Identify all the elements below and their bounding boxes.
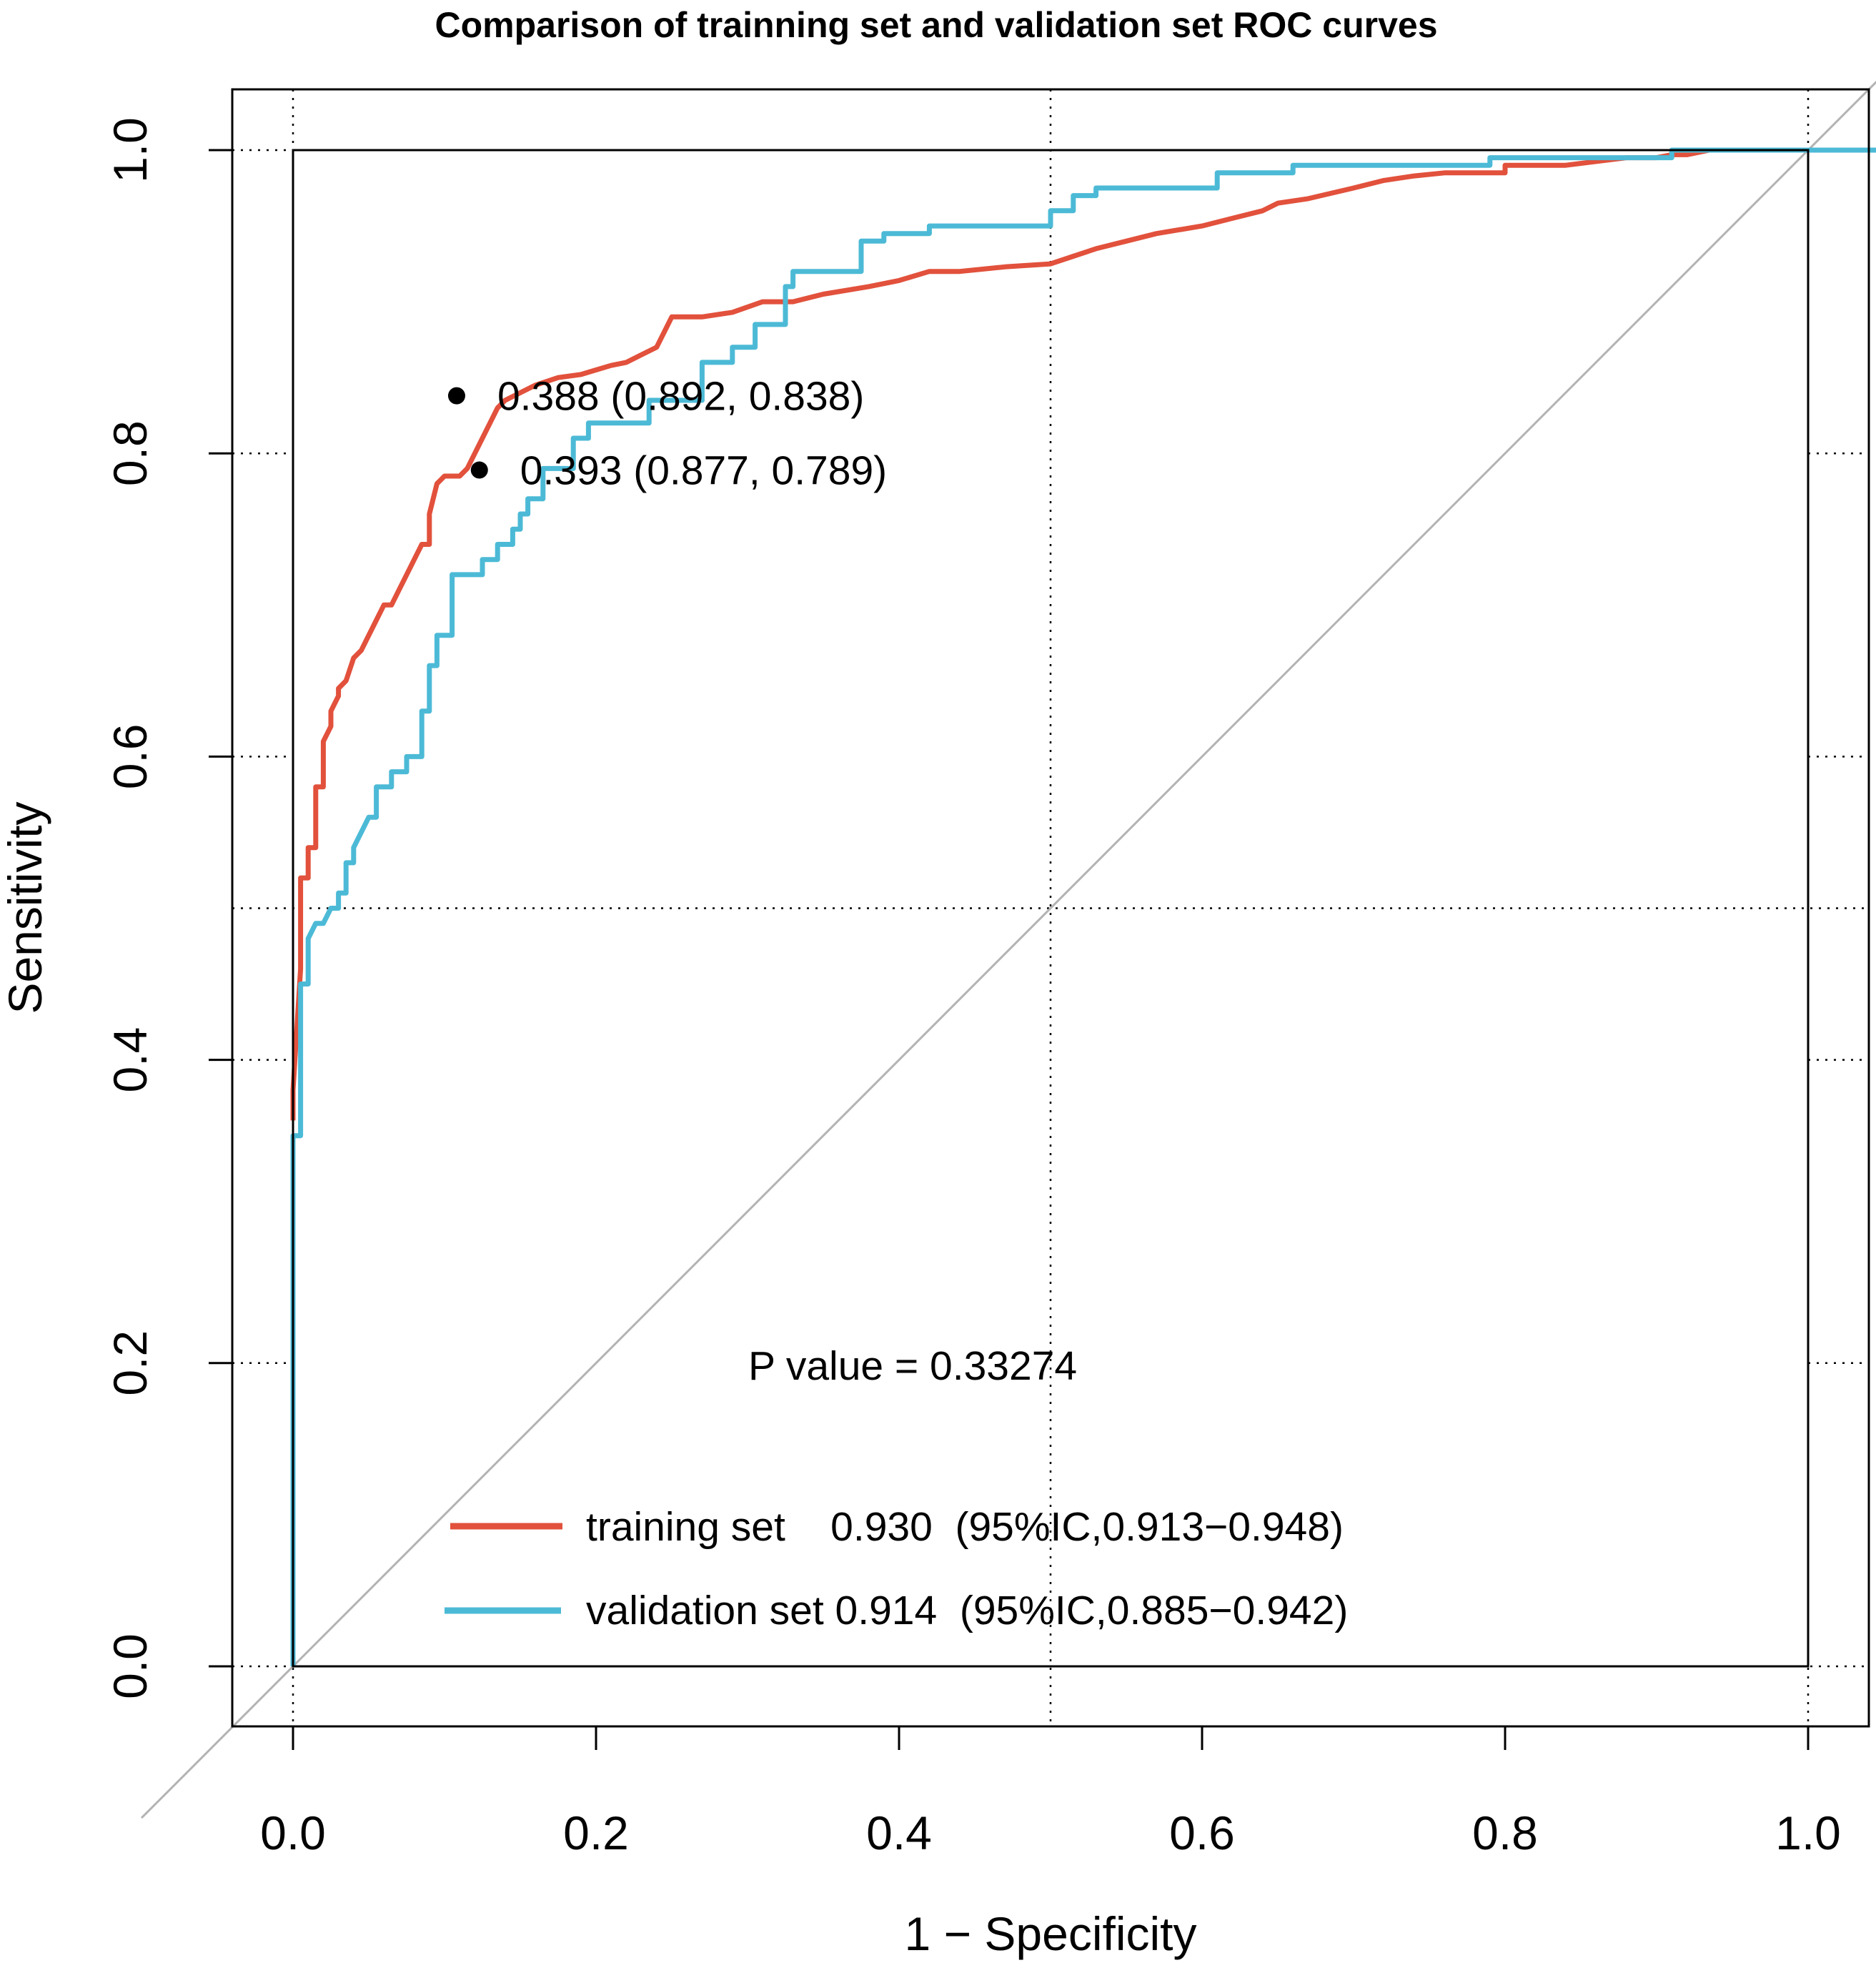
reference-diagonal	[140, 80, 1876, 1819]
cutoff-layer: 0.388 (0.892, 0.838) 0.393 (0.877, 0.789)	[447, 374, 887, 494]
y-tick-label: 0.8	[104, 420, 157, 486]
x-tick-label: 0.0	[260, 1806, 326, 1859]
x-tick-label: 0.2	[563, 1806, 629, 1859]
y-axis: 0.0 0.2 0.4 0.6 0.8 1.0	[104, 117, 234, 1699]
x-tick-label: 0.6	[1169, 1806, 1235, 1859]
series-layer	[290, 147, 1876, 1666]
y-tick-label: 0.6	[104, 724, 157, 790]
cutoff-point-validation	[470, 461, 488, 479]
y-tick-label: 0.4	[104, 1027, 157, 1093]
y-tick-label: 0.0	[104, 1633, 157, 1699]
y-axis-label: Sensitivity	[0, 801, 51, 1014]
cutoff-point-training	[447, 387, 465, 405]
cutoff-label-validation: 0.393 (0.877, 0.789)	[520, 448, 887, 494]
x-tick-label: 1.0	[1775, 1806, 1841, 1859]
roc-line-validation	[290, 147, 1876, 1666]
y-tick-label: 0.2	[104, 1330, 157, 1396]
cutoff-label-training: 0.388 (0.892, 0.838)	[497, 374, 864, 420]
p-value-annotation: P value = 0.33274	[748, 1343, 1077, 1389]
inner-frame	[292, 149, 1810, 1668]
x-axis-label: 1 − Specificity	[904, 1907, 1196, 1960]
legend-label-validation: validation set 0.914 (95%IC,0.885−0.942)	[586, 1588, 1348, 1633]
y-tick-label: 1.0	[104, 117, 157, 183]
chart-title: Comparison of trainning set and validati…	[435, 5, 1437, 45]
x-tick-label: 0.8	[1472, 1806, 1538, 1859]
legend: training set 0.930 (95%IC,0.913−0.948) v…	[445, 1504, 1348, 1633]
roc-line-training	[290, 147, 1876, 1121]
legend-label-training: training set 0.930 (95%IC,0.913−0.948)	[586, 1504, 1344, 1550]
x-tick-label: 0.4	[866, 1806, 932, 1859]
x-axis: 0.0 0.2 0.4 0.6 0.8 1.0	[260, 1725, 1841, 1859]
